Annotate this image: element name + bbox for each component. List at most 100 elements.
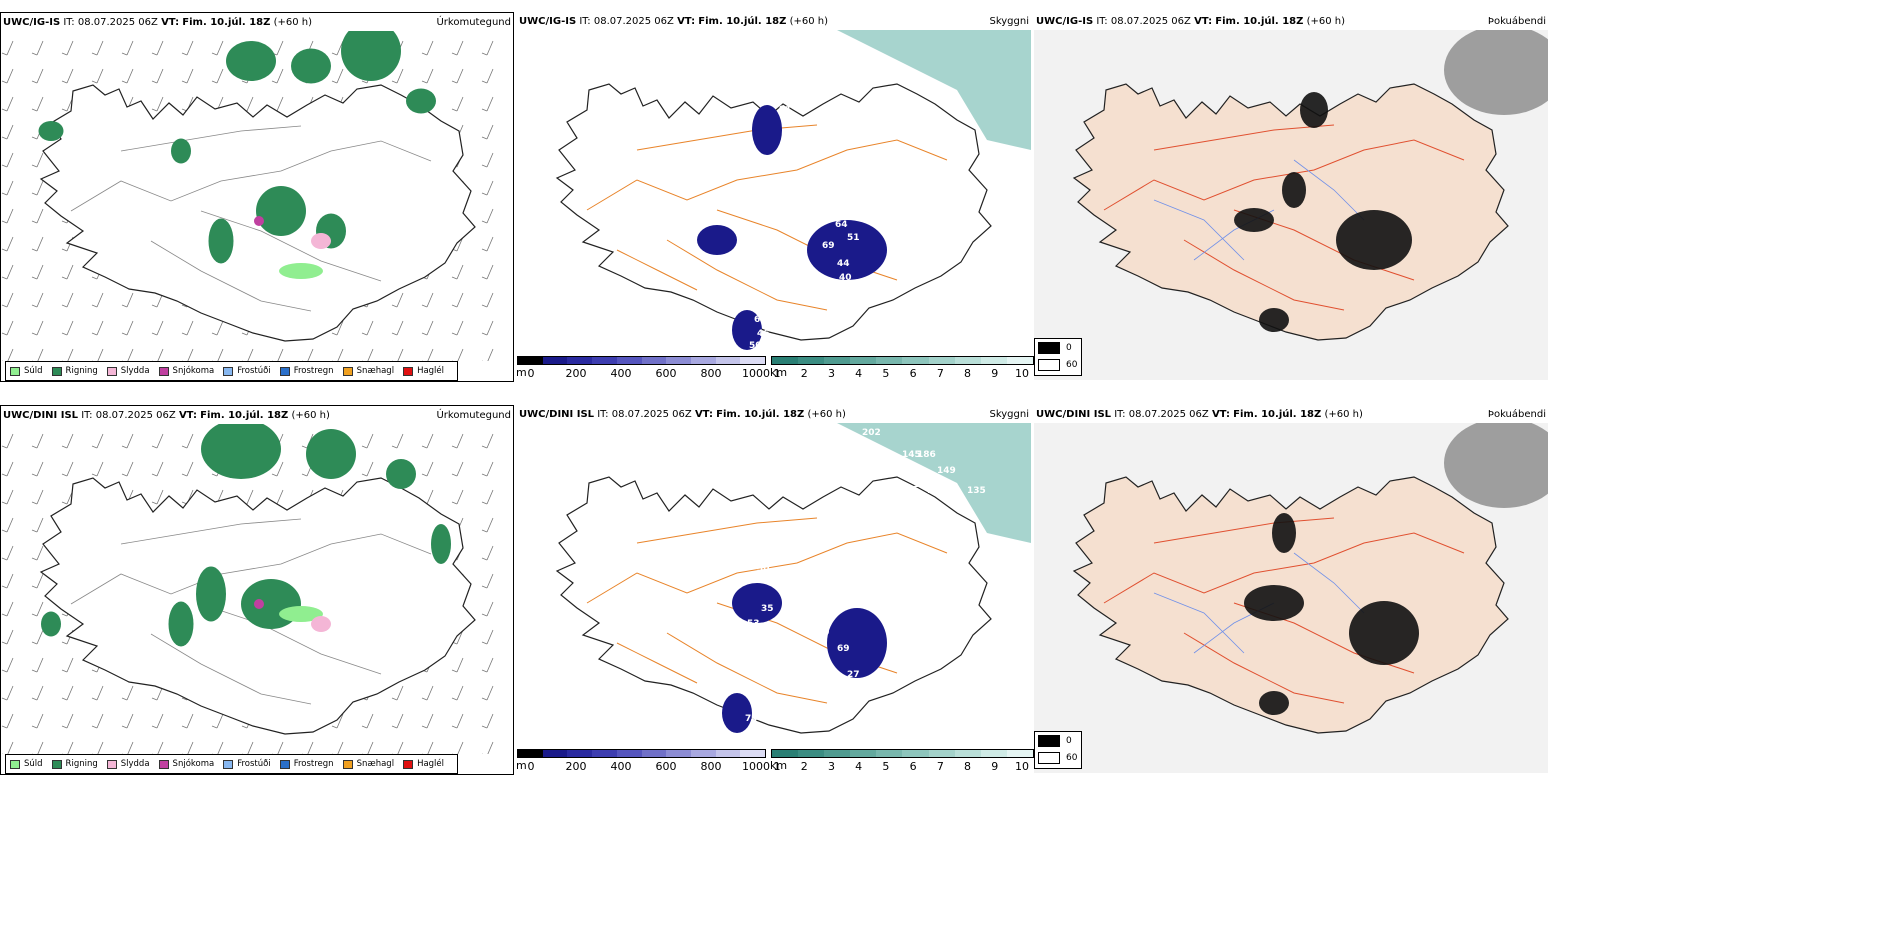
fog-area [1259, 308, 1289, 332]
wind-barb [421, 433, 434, 449]
cloud-base-label: 107 [937, 486, 956, 496]
legend-item: Súld [10, 759, 43, 769]
wind-barb [1, 489, 14, 505]
visibility-colorbar: 1 2 3 4 5 6 7 8 9 10 km [770, 749, 1034, 773]
wind-barb [481, 573, 494, 589]
product-title: Skyggni [989, 409, 1029, 420]
rain-area [168, 601, 194, 647]
colorbar-bin [850, 750, 877, 757]
fog-key-label: 60 [1066, 753, 1078, 763]
legend-swatch [403, 366, 414, 376]
wind-barb [481, 489, 494, 505]
cloud-base-label: 30 [757, 564, 770, 574]
wind-barb [361, 713, 374, 729]
wind-barb [451, 713, 464, 729]
panel-title: UWC/IG-IS IT: 08.07.2025 06Z VT: Fim. 10… [519, 16, 828, 27]
colorbar-tick: 0 [527, 760, 535, 773]
wind-barb [32, 741, 44, 754]
colorbar-bin [902, 750, 929, 757]
wind-barb [2, 348, 14, 361]
wind-barb [151, 320, 164, 336]
wind-barb [32, 348, 44, 361]
legend-label: Rigning [65, 759, 98, 769]
legend-label: Frostúði [237, 759, 271, 769]
wind-barb [391, 320, 404, 336]
wind-barb [61, 292, 74, 308]
legend-item: Slydda [106, 759, 150, 769]
wind-barb [151, 68, 164, 84]
wind-barb [451, 433, 464, 449]
wind-barb [2, 741, 14, 754]
fog-key-row: 60 [1038, 750, 1081, 766]
wind-barb [1, 40, 14, 56]
fog-key-swatch [1038, 752, 1060, 764]
wind-barb [421, 40, 434, 56]
colorbar-bin [798, 357, 825, 364]
colorbar-tick: 8 [964, 760, 972, 773]
road-network [1103, 517, 1465, 704]
wind-barb [331, 68, 344, 84]
wind-barb [451, 68, 464, 84]
wind-barb [481, 264, 494, 280]
panel-title: UWC/DINI ISL IT: 08.07.2025 06Z VT: Fim.… [519, 409, 846, 420]
wind-barb [272, 348, 284, 361]
wind-barb [31, 236, 44, 252]
wind-barb [481, 40, 494, 56]
wind-barb [391, 292, 404, 308]
wind-barb [61, 264, 74, 280]
fog-key-label: 0 [1066, 343, 1072, 353]
precip-panel-row2: UWC/DINI ISL IT: 08.07.2025 06Z VT: Fim.… [0, 405, 514, 775]
cloud-base-label: 25 [725, 85, 738, 95]
fog-area [1234, 208, 1274, 232]
fog-key-swatch [1038, 359, 1060, 371]
cloud-base-colorbar-ticks: 0 200 400 600 800 1000 [517, 367, 771, 381]
legend-label: Frostregn [293, 366, 334, 376]
colorbar-bin [772, 357, 799, 364]
fog-key-label: 0 [1066, 736, 1072, 746]
wind-barb [481, 517, 494, 533]
legend-swatch [342, 366, 353, 376]
drizzle-area [279, 263, 323, 279]
wind-barb [121, 320, 134, 336]
wind-barb [451, 292, 464, 308]
wind-barb [451, 685, 464, 701]
wind-barb [391, 713, 404, 729]
wind-barb [121, 68, 134, 84]
colorbar-bin [850, 357, 877, 364]
legend-item: Frostúði [223, 759, 271, 769]
cloud-base-label: 200 [727, 51, 746, 61]
fog-key-swatch [1038, 735, 1060, 747]
low-cloud-area [827, 608, 887, 678]
wind-barb [481, 433, 494, 449]
colorbar-bin [592, 357, 617, 364]
colorbar-bin [798, 750, 825, 757]
colorbar-tick: 9 [991, 760, 999, 773]
cloud-base-label: 69 [822, 241, 835, 251]
colorbar-bin [740, 357, 766, 364]
colorbar-bin [902, 357, 929, 364]
wind-barb [181, 713, 194, 729]
iceland-coastline [555, 83, 992, 341]
legend-swatch [223, 366, 234, 376]
cloud-base-label: 55 [745, 688, 758, 698]
road-network [70, 125, 432, 312]
wind-barb [1, 152, 14, 168]
wind-barb [1, 545, 14, 561]
legend-swatch [223, 759, 234, 769]
wind-barb [1, 180, 14, 196]
wind-barb [61, 657, 74, 673]
wind-barb [361, 320, 374, 336]
wind-barb [422, 741, 434, 754]
colorbar-tick: 400 [610, 760, 632, 773]
legend-label: Snæhagl [356, 366, 395, 376]
colorbar-bin [1006, 357, 1033, 364]
wind-barb [211, 40, 224, 56]
colorbar-tick: 0 [527, 367, 535, 380]
cloud-base-label: 186 [917, 450, 936, 460]
cloud-base-label: 100 [927, 486, 946, 496]
legend-item: Frostregn [279, 366, 334, 376]
panel-title: UWC/IG-IS IT: 08.07.2025 06Z VT: Fim. 10… [3, 17, 312, 28]
colorbar-bin [641, 357, 667, 364]
legend-item: Slydda [106, 366, 150, 376]
colorbar-bin [824, 750, 851, 757]
